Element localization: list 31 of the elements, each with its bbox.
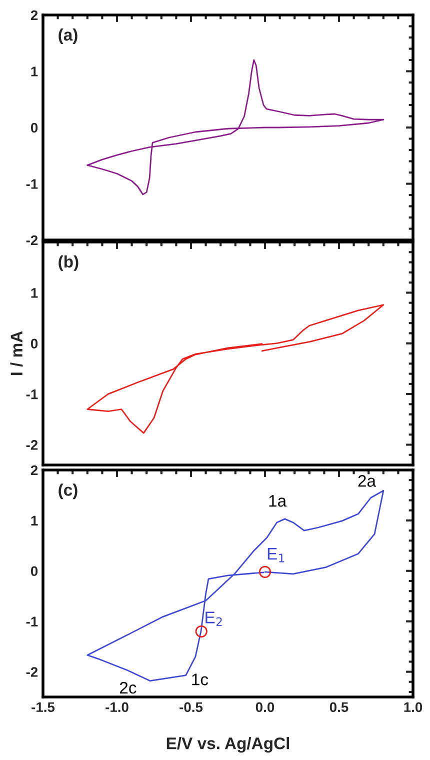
y-tick-label: -1 — [26, 390, 38, 400]
annotation: E$_{1}$ — [268, 548, 284, 562]
x-tick-label: 1.0 — [404, 702, 422, 712]
y-tick-label: -1 — [26, 179, 38, 189]
x-axis-title: E/V vs. Ag/AgCl — [166, 737, 290, 753]
x-tick-label: -1.5 — [32, 702, 55, 712]
text: (a) — [58, 28, 78, 44]
y-tick-label: 1 — [31, 516, 38, 526]
annotation: 1a — [269, 495, 287, 507]
x-tick-label: -1.0 — [106, 702, 128, 712]
annotation: 2a — [358, 475, 376, 487]
y-tick-label: 1 — [31, 66, 38, 76]
y-tick-label: 1 — [31, 288, 38, 298]
y-tick-label: -1 — [26, 616, 38, 626]
y-tick-label: -2 — [26, 440, 38, 450]
y-tick-label: -2 — [26, 235, 38, 246]
annotation: E$_{2}$ — [206, 612, 222, 626]
annotation: 1c — [192, 674, 208, 686]
y-tick-label: 2 — [30, 10, 38, 20]
text: (b) — [58, 255, 78, 271]
y-tick-label: 0 — [30, 566, 38, 576]
y-tick-label: 0 — [30, 338, 38, 349]
y-tick-label: 0 — [30, 122, 38, 133]
x-tick-label: -0.5 — [180, 702, 203, 712]
y-tick-label: 2 — [30, 465, 38, 476]
annotation: 2c — [120, 682, 136, 694]
y-axis-title: I / mA — [10, 331, 23, 376]
y-tick-label: -2 — [26, 667, 38, 677]
x-tick-label: 0.5 — [330, 702, 348, 712]
x-tick-label: 0.0 — [256, 702, 274, 712]
text: (c) — [58, 484, 78, 500]
